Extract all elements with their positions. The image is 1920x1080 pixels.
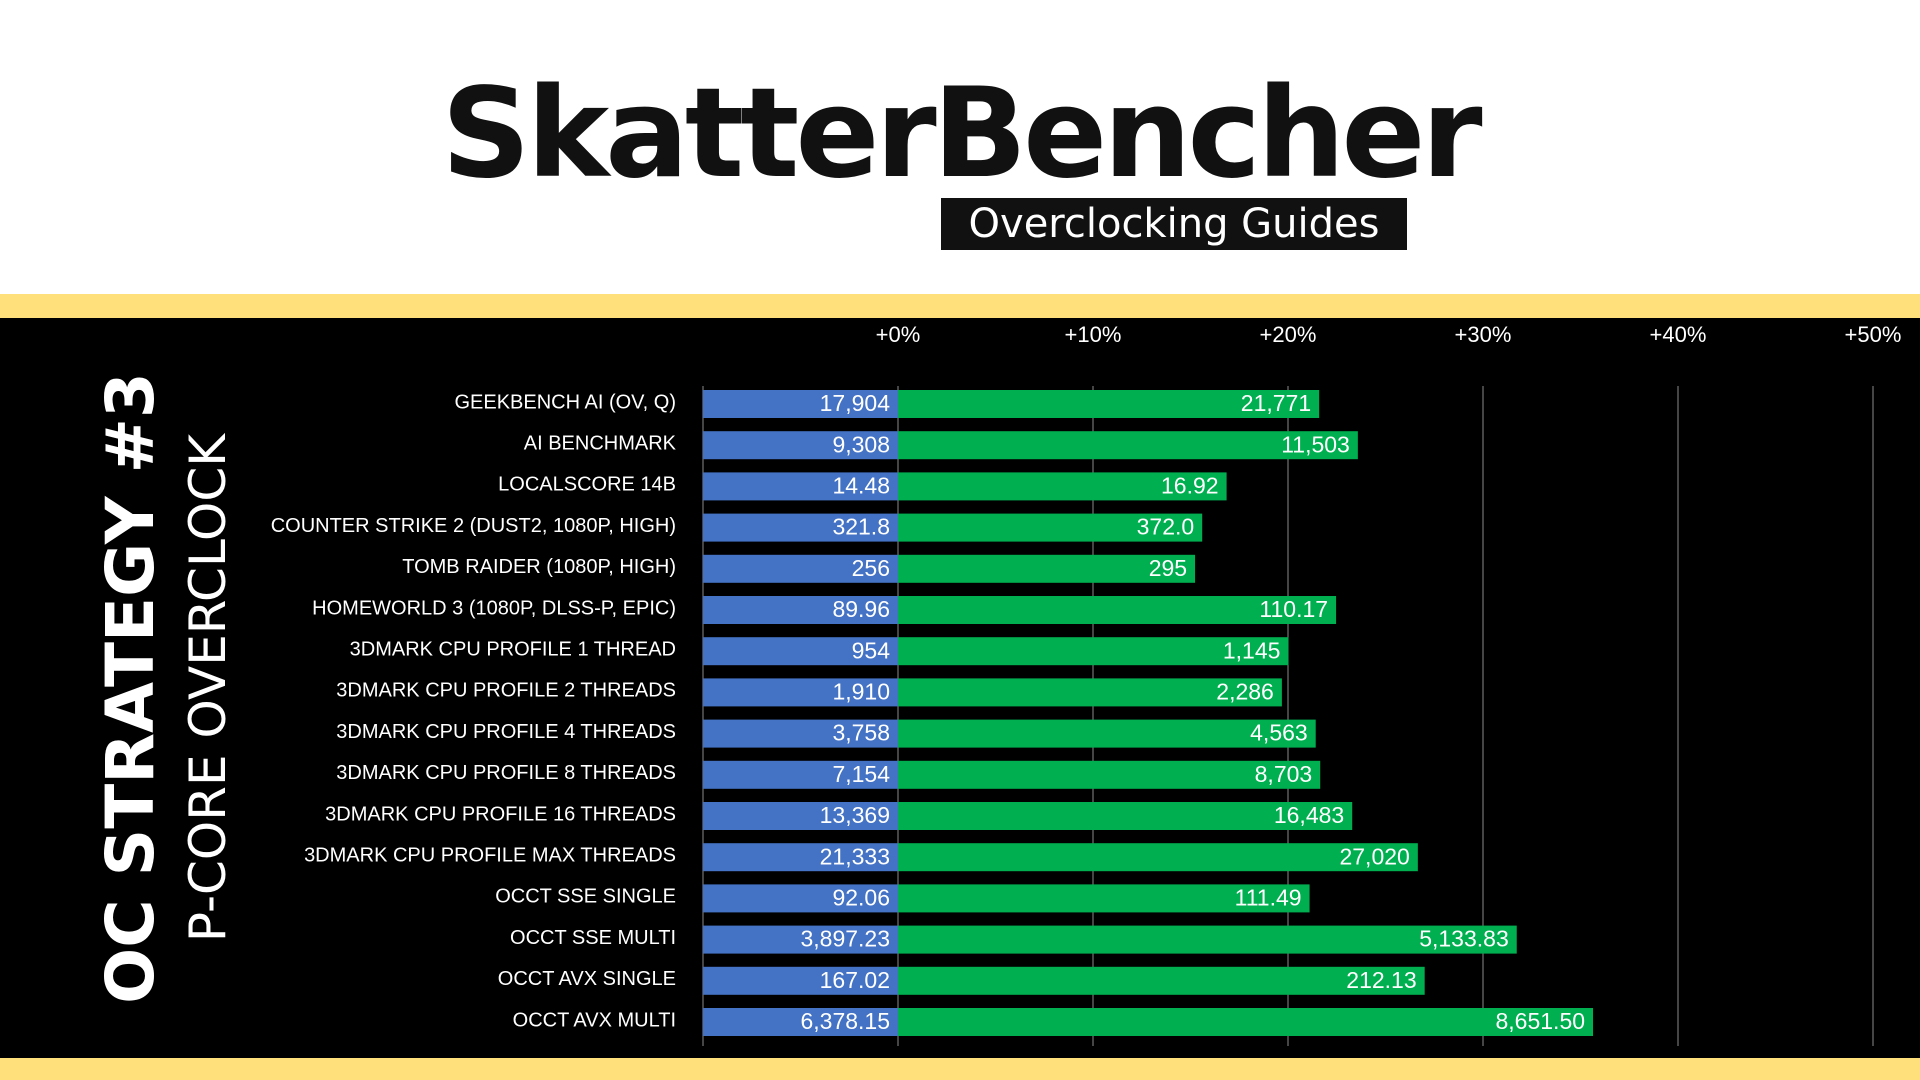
overclock-value-label: 16.92 xyxy=(1161,472,1219,498)
overclock-value-label: 8,703 xyxy=(1255,761,1313,787)
x-tick-label: +50% xyxy=(1845,322,1902,347)
x-tick-label: +20% xyxy=(1260,322,1317,347)
overclock-value-label: 16,483 xyxy=(1274,802,1344,828)
baseline-bar xyxy=(703,472,898,501)
overclock-value-label: 11,503 xyxy=(1281,431,1350,457)
baseline-value-label: 954 xyxy=(852,637,891,663)
category-label: GEEKBENCH AI (OV, Q) xyxy=(454,391,676,413)
overclock-value-label: 2,286 xyxy=(1216,678,1274,704)
baseline-bar xyxy=(703,925,898,954)
baseline-value-label: 89.96 xyxy=(832,596,890,622)
overclock-bar xyxy=(898,431,1358,460)
baseline-value-label: 13,369 xyxy=(820,802,890,828)
baseline-bar xyxy=(703,802,898,830)
baseline-value-label: 256 xyxy=(852,555,890,581)
category-label: OCCT AVX MULTI xyxy=(513,1009,676,1031)
x-tick-label: +40% xyxy=(1650,322,1707,347)
baseline-bar xyxy=(703,719,898,748)
overclock-bar xyxy=(898,554,1196,583)
x-tick-label: +10% xyxy=(1065,322,1122,347)
overclock-bar xyxy=(898,966,1425,995)
baseline-bar xyxy=(703,843,898,872)
baseline-bar xyxy=(703,760,898,789)
overclock-bar xyxy=(898,719,1316,748)
category-label: 3DMARK CPU PROFILE 2 THREADS xyxy=(336,680,676,702)
baseline-value-label: 1,910 xyxy=(832,678,890,704)
overclock-value-label: 212.13 xyxy=(1346,967,1416,993)
baseline-bar xyxy=(703,966,898,995)
baseline-value-label: 3,758 xyxy=(832,720,890,746)
baseline-value-label: 9,308 xyxy=(832,431,890,457)
brand-logo-subtitle: Overclocking Guides xyxy=(941,198,1407,250)
baseline-value-label: 92.06 xyxy=(832,884,890,910)
baseline-value-label: 3,897.23 xyxy=(800,926,890,952)
overclock-bar xyxy=(898,472,1227,501)
overclock-value-label: 111.49 xyxy=(1235,884,1302,910)
category-label: 3DMARK CPU PROFILE 4 THREADS xyxy=(336,721,676,743)
bottom-accent-band xyxy=(0,1058,1920,1080)
baseline-value-label: 14.48 xyxy=(832,472,890,498)
overclock-value-label: 295 xyxy=(1149,555,1187,581)
baseline-value-label: 321.8 xyxy=(832,514,890,540)
baseline-bar xyxy=(703,1008,898,1036)
category-label: 3DMARK CPU PROFILE MAX THREADS xyxy=(304,844,676,866)
overclock-bar xyxy=(898,925,1517,954)
category-label: 3DMARK CPU PROFILE 8 THREADS xyxy=(336,762,676,784)
baseline-value-label: 6,378.15 xyxy=(800,1008,890,1034)
overclock-value-label: 27,020 xyxy=(1339,843,1409,869)
top-accent-band xyxy=(0,294,1920,318)
category-label: OCCT SSE MULTI xyxy=(510,927,676,949)
baseline-bar xyxy=(703,513,898,542)
overclock-bar xyxy=(898,884,1310,913)
category-label: AI BENCHMARK xyxy=(524,432,677,454)
brand-logo-title: SkatterBencher xyxy=(441,62,1482,206)
baseline-bar xyxy=(703,678,898,707)
overclock-bar xyxy=(898,513,1203,542)
overclock-value-label: 110.17 xyxy=(1259,596,1328,622)
overclock-bar xyxy=(898,843,1418,872)
overclock-bar xyxy=(898,802,1353,830)
overclock-bar xyxy=(898,760,1321,789)
overclock-value-label: 5,133.83 xyxy=(1419,926,1509,952)
overclock-bar xyxy=(898,596,1337,624)
baseline-value-label: 167.02 xyxy=(820,967,890,993)
x-tick-label: +0% xyxy=(876,322,921,347)
category-label: 3DMARK CPU PROFILE 16 THREADS xyxy=(325,803,676,825)
header: SkatterBencher Overclocking Guides xyxy=(0,0,1920,294)
baseline-bar xyxy=(703,884,898,913)
overclock-value-label: 1,145 xyxy=(1223,637,1281,663)
category-label: 3DMARK CPU PROFILE 1 THREAD xyxy=(350,638,676,660)
baseline-bar xyxy=(703,431,898,460)
baseline-bar xyxy=(703,637,898,666)
category-label: LOCALSCORE 14B xyxy=(498,474,676,496)
category-label: OCCT AVX SINGLE xyxy=(498,968,676,990)
baseline-value-label: 7,154 xyxy=(832,761,890,787)
overclock-bar xyxy=(898,678,1282,707)
baseline-bar xyxy=(703,596,898,624)
benchmark-chart: +0% +10% +20% +30% +40% +50% GEEKBENCH AI (OV,… xyxy=(271,322,1902,1046)
category-label: OCCT SSE SINGLE xyxy=(495,886,676,908)
baseline-value-label: 17,904 xyxy=(820,390,891,416)
baseline-bar xyxy=(703,390,898,418)
overclock-value-label: 21,771 xyxy=(1241,390,1311,416)
category-label: TOMB RAIDER (1080P, HIGH) xyxy=(402,556,676,578)
category-label: COUNTER STRIKE 2 (DUST2, 1080P, HIGH) xyxy=(271,515,676,537)
category-label: HOMEWORLD 3 (1080P, DLSS-P, EPIC) xyxy=(312,597,676,619)
overclock-bar xyxy=(898,390,1320,418)
overclock-bar xyxy=(898,1008,1594,1036)
overclock-value-label: 4,563 xyxy=(1250,720,1308,746)
x-tick-label: +30% xyxy=(1455,322,1512,347)
overclock-bar xyxy=(898,637,1289,666)
baseline-bar xyxy=(703,554,898,583)
baseline-value-label: 21,333 xyxy=(820,843,890,869)
overclock-value-label: 372.0 xyxy=(1137,514,1195,540)
overclock-value-label: 8,651.50 xyxy=(1496,1008,1586,1034)
